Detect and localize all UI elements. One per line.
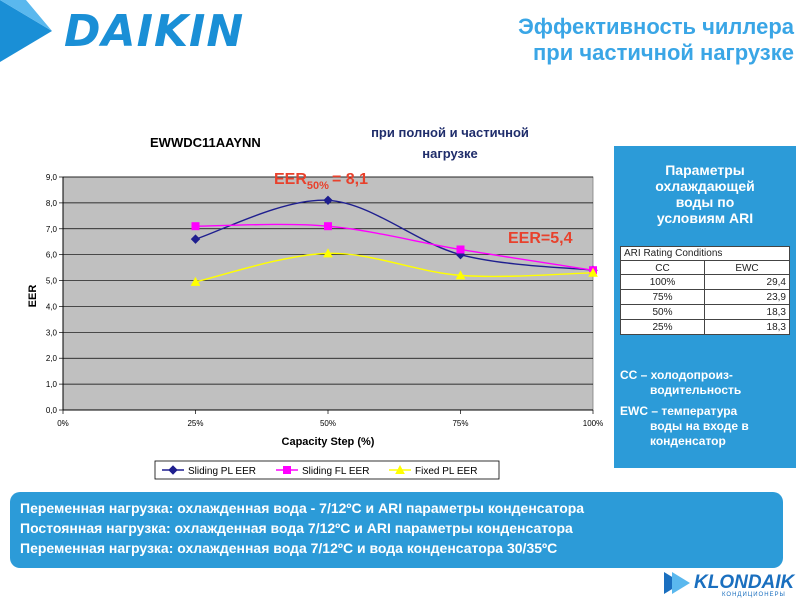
page-title: Эффективность чиллера при частичной нагр… (518, 14, 794, 66)
klondaik-logo-icon (664, 572, 690, 594)
ewc-definition-line3: конденсатор (650, 434, 726, 448)
legend-label-3: Fixed PL EER (415, 466, 477, 477)
panel-heading-line4: условиям ARI (656, 210, 754, 226)
table-row: 100% 29,4 (620, 275, 790, 290)
data-point-series-3 (323, 248, 333, 258)
series-line-2 (195, 223, 594, 271)
y-tick-label: 2,0 (46, 354, 58, 363)
y-axis-label: EER (27, 285, 39, 308)
daikin-logo: DAIKIN (0, 0, 290, 72)
klondaik-logo-subtitle: КОНДИЦИОНЕРЫ (722, 592, 786, 598)
data-point-series-2 (191, 222, 200, 231)
x-tick-label: 25% (187, 419, 203, 428)
ari-ewc-cell: 29,4 (766, 277, 786, 288)
x-tick-label: 75% (452, 419, 468, 428)
ari-cc-cell: 75% (621, 290, 705, 304)
page-title-line2: при частичной нагрузке (532, 40, 794, 65)
legend-marker-1 (168, 465, 178, 475)
data-point-series-1 (323, 195, 333, 206)
klondaik-logo-text: KLONDAIK (694, 572, 795, 593)
ari-table-title: ARI Rating Conditions (620, 246, 790, 260)
y-tick-label: 5,0 (46, 277, 58, 286)
cc-definition-line2: водительность (650, 383, 742, 397)
ari-table-header: CC EWC (620, 260, 790, 275)
load-condition-line1: Переменная нагрузка: охлажденная вода - … (20, 500, 585, 516)
series-line-1 (195, 199, 594, 271)
ari-cc-cell: 25% (621, 320, 705, 334)
ari-rating-table: ARI Rating Conditions CC EWC 100% 29,4 7… (620, 246, 790, 335)
ari-conditions-panel: Параметры охлаждающей воды по условиям A… (614, 146, 796, 468)
data-point-series-1 (190, 234, 201, 244)
x-tick-label: 100% (583, 419, 603, 428)
table-row: 25% 18,3 (620, 320, 790, 335)
y-tick-label: 3,0 (46, 328, 58, 337)
daikin-logo-icon (0, 0, 52, 62)
data-point-series-2 (456, 245, 465, 254)
page-title-line1: Эффективность чиллера (518, 14, 794, 39)
legend-label-2: Sliding FL EER (302, 466, 369, 477)
ari-cc-cell: 50% (621, 305, 705, 319)
ari-ewc-cell: 23,9 (766, 292, 786, 303)
eer-line-chart: EWWDC11AAYNN при полной и частичной нагр… (27, 125, 603, 480)
eer50-value: = 8,1 (332, 171, 368, 188)
panel-heading-line2: охлаждающей (655, 178, 755, 194)
load-condition-line3: Переменная нагрузка: охлажденная вода 7/… (20, 540, 558, 556)
ewc-definition-line1: EWC – температура (620, 404, 738, 418)
y-tick-label: 7,0 (46, 225, 58, 234)
eer50-main: EER (274, 171, 307, 188)
y-tick-label: 4,0 (46, 302, 58, 311)
table-row: 75% 23,9 (620, 290, 790, 305)
ari-col-cc: CC (621, 261, 705, 274)
table-row: 50% 18,3 (620, 305, 790, 320)
load-condition-line2: Постоянная нагрузка: охлажденная вода 7/… (20, 520, 573, 536)
eer50-annotation: EER50% = 8,1 (274, 171, 368, 192)
y-tick-label: 8,0 (46, 199, 58, 208)
chart-title: EWWDC11AAYNN (150, 135, 261, 150)
chart-subtitle-line2: нагрузке (422, 146, 478, 161)
eer50-sub: 50% (307, 180, 329, 192)
ewc-definition-line2: воды на входе в (650, 419, 749, 433)
klondaik-logo: KLONDAIK КОНДИЦИОНЕРЫ (664, 570, 798, 600)
data-point-series-3 (190, 276, 201, 286)
y-tick-label: 6,0 (46, 251, 58, 260)
data-point-series-3 (588, 267, 598, 277)
chart-legend: Sliding PL EER Sliding FL EER Fixed PL EER (154, 460, 500, 480)
chart-subtitle-line1: при полной и частичной (371, 125, 529, 140)
ari-ewc-cell: 18,3 (766, 322, 786, 333)
panel-heading-line1: Параметры (665, 162, 745, 178)
legend-marker-2 (283, 466, 291, 474)
data-point-series-2 (324, 222, 332, 231)
y-tick-label: 0,0 (46, 406, 58, 415)
x-axis-label: Capacity Step (%) (282, 436, 375, 448)
x-tick-label: 0% (57, 419, 69, 428)
panel-heading-line3: воды по (675, 194, 735, 210)
y-tick-label: 1,0 (46, 380, 58, 389)
panel-heading: Параметры охлаждающей воды по условиям A… (614, 162, 796, 226)
data-point-series-3 (455, 270, 466, 280)
daikin-logo-text: DAIKIN (64, 6, 245, 57)
ari-col-ewc: EWC (735, 263, 759, 274)
ewc-definition: EWC – температура воды на входе в конден… (620, 404, 792, 449)
plot-area (62, 176, 594, 411)
series-line-3 (195, 252, 594, 283)
ari-ewc-cell: 18,3 (766, 307, 786, 318)
cc-definition-line1: CC – холодопроиз- (620, 368, 733, 382)
legend-label-1: Sliding PL EER (188, 466, 256, 477)
legend-marker-3 (395, 464, 405, 474)
ari-cc-cell: 100% (621, 275, 705, 289)
x-tick-label: 50% (320, 419, 336, 428)
eer-full-annotation: EER=5,4 (508, 230, 573, 247)
y-tick-label: 9,0 (46, 173, 58, 182)
cc-definition: CC – холодопроиз- водительность (620, 368, 792, 398)
load-conditions-box: Переменная нагрузка: охлажденная вода - … (10, 492, 783, 568)
